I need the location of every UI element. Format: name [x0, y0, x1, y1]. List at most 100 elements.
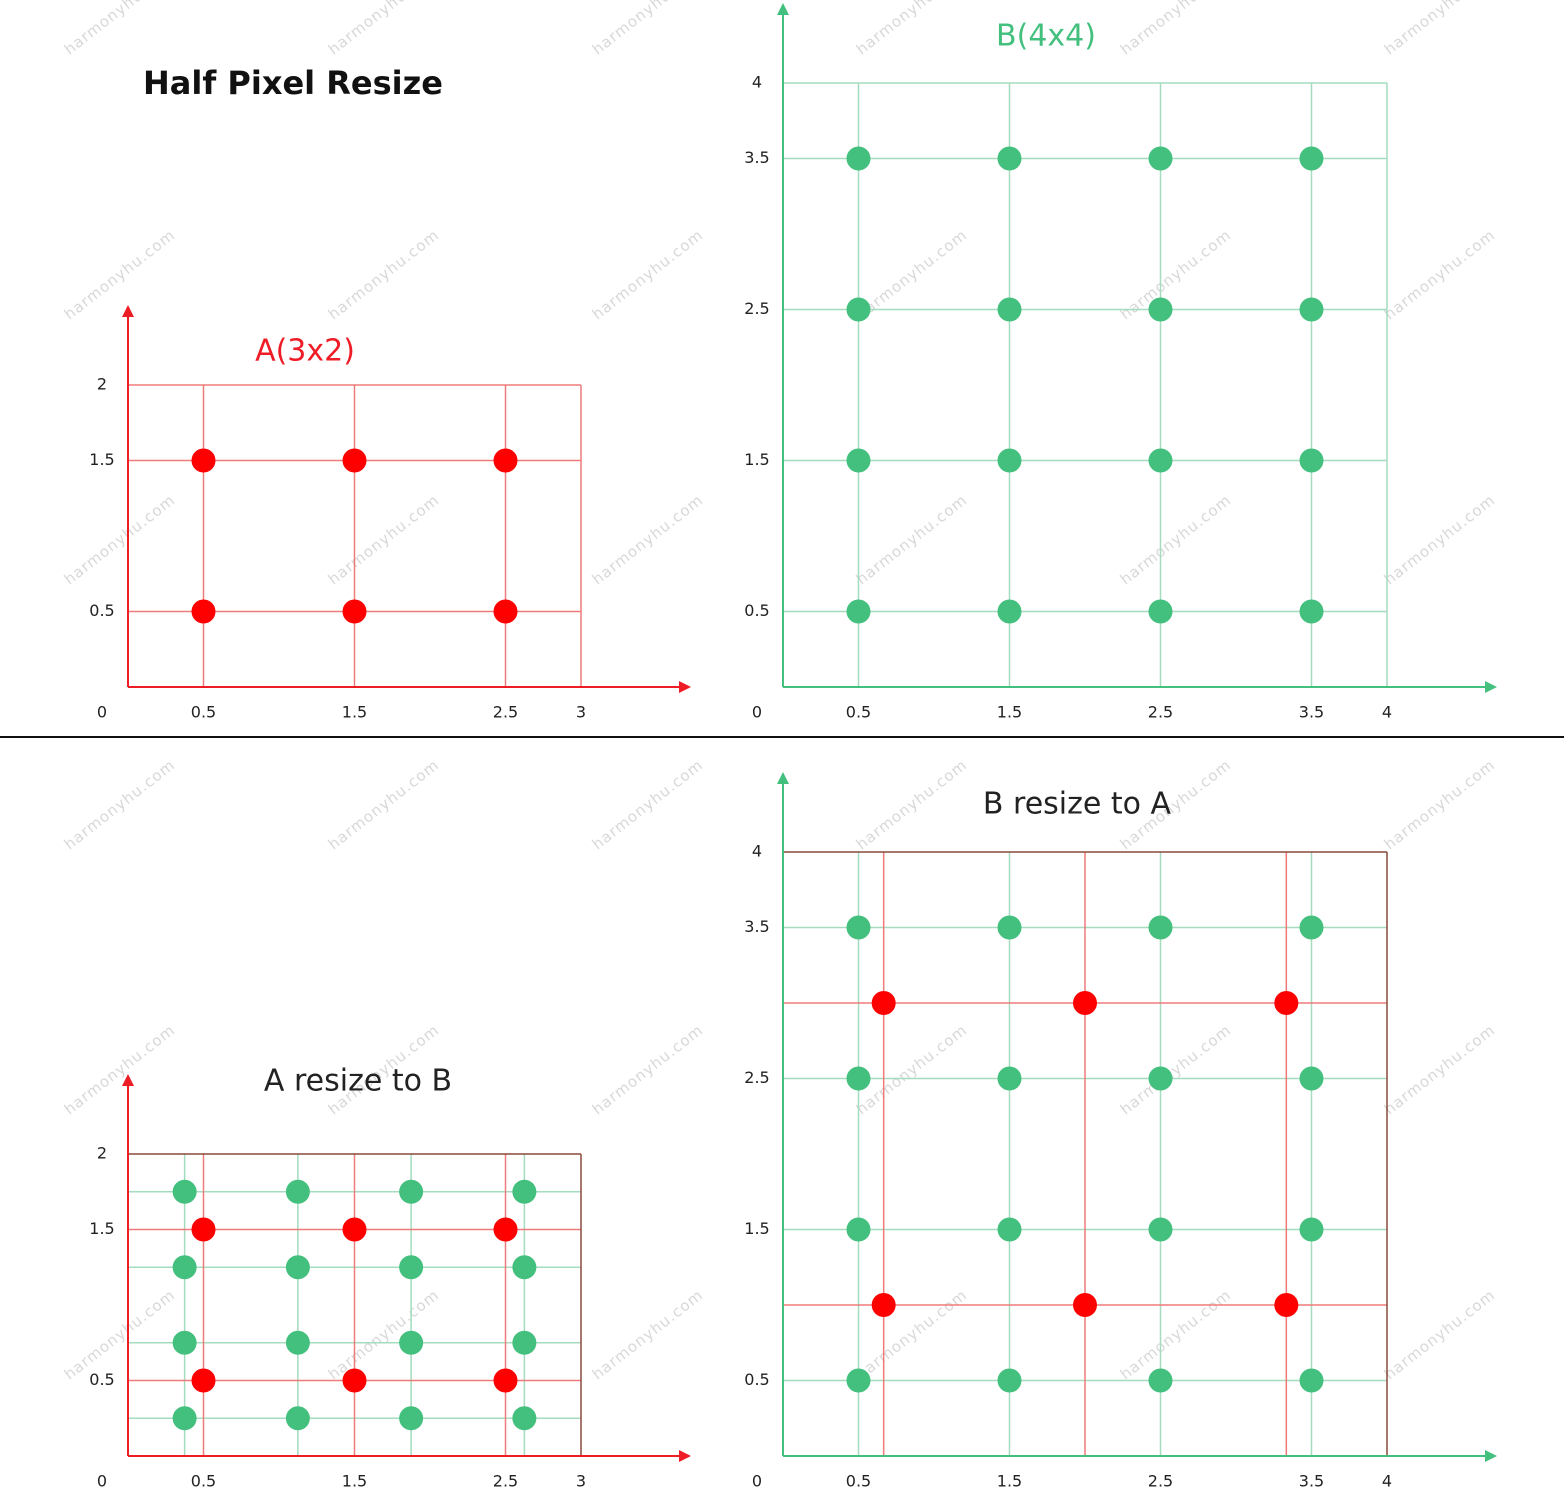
grid-point — [342, 448, 367, 473]
x-tick-label: 0 — [752, 703, 762, 722]
watermark: harmonyhu.com — [589, 1021, 707, 1119]
grid-point — [846, 1066, 871, 1091]
y-tick-label: 0.5 — [744, 601, 769, 620]
y-tick-label: 1.5 — [89, 450, 114, 469]
grid-point — [871, 1293, 896, 1317]
watermark: harmonyhu.com — [1381, 226, 1499, 324]
x-tick-label: 0.5 — [846, 703, 871, 722]
watermark: harmonyhu.com — [1381, 1021, 1499, 1119]
watermark: harmonyhu.com — [1117, 1286, 1235, 1384]
y-tick-label: 3.5 — [744, 917, 769, 936]
y-tick-label: 0.5 — [89, 601, 114, 620]
watermark: harmonyhu.com — [325, 0, 443, 58]
x-tick-label: 3.5 — [1299, 1472, 1324, 1491]
page-title: Half Pixel Resize — [143, 64, 443, 102]
grid-point — [846, 599, 871, 624]
watermark: harmonyhu.com — [325, 491, 443, 589]
panel-label: A resize to B — [264, 1064, 452, 1099]
grid-point — [172, 1255, 197, 1280]
grid-point — [191, 448, 216, 473]
grid-point — [285, 1255, 310, 1280]
grid-point — [1299, 599, 1324, 624]
grid-point — [1299, 1217, 1324, 1242]
grid-point — [493, 599, 518, 624]
grid-point — [172, 1179, 197, 1204]
x-axis-arrow — [1485, 681, 1497, 693]
y-tick-label: 1.5 — [89, 1219, 114, 1238]
grid-point — [1299, 297, 1324, 322]
watermarks: harmonyhu.com harmonyhu.com harmonyhu.com h… — [61, 0, 1499, 1383]
grid-point — [191, 599, 216, 624]
grid-point — [512, 1330, 537, 1355]
grid-point — [493, 1368, 518, 1393]
x-tick-label: 0.5 — [191, 703, 216, 722]
grid-point — [997, 599, 1022, 624]
x-tick-label: 1.5 — [342, 703, 367, 722]
grid-point — [846, 297, 871, 322]
watermark: harmonyhu.com — [61, 1021, 179, 1119]
watermark: harmonyhu.com — [589, 1286, 707, 1384]
grid-point — [1073, 1293, 1097, 1317]
watermark: harmonyhu.com — [61, 1286, 179, 1384]
watermark: harmonyhu.com — [325, 756, 443, 854]
x-tick-label: 0.5 — [846, 1472, 871, 1491]
watermark: harmonyhu.com — [589, 0, 707, 58]
x-tick-label: 2.5 — [493, 1472, 518, 1491]
grid-point — [342, 599, 367, 624]
y-tick-label: 4 — [752, 842, 762, 861]
grid-point — [997, 915, 1022, 940]
grid-point — [512, 1255, 537, 1280]
watermark: harmonyhu.com — [853, 491, 971, 589]
grid-point — [342, 1368, 367, 1393]
y-tick-label: 0.5 — [89, 1370, 114, 1389]
watermark: harmonyhu.com — [589, 756, 707, 854]
watermark: harmonyhu.com — [61, 226, 179, 324]
grid-point — [342, 1217, 367, 1242]
grid-point — [285, 1406, 310, 1431]
grid-point — [846, 146, 871, 171]
x-tick-label: 0 — [752, 1472, 762, 1491]
watermark: harmonyhu.com — [853, 1286, 971, 1384]
watermark: harmonyhu.com — [1381, 756, 1499, 854]
watermark: harmonyhu.com — [61, 756, 179, 854]
y-tick-label: 2 — [97, 1144, 107, 1163]
grid-point — [846, 1368, 871, 1393]
grid-point — [1274, 1293, 1299, 1317]
grid-point — [1299, 448, 1324, 473]
grid-point — [172, 1330, 197, 1355]
grid-point — [997, 448, 1022, 473]
grid-point — [1274, 991, 1299, 1015]
watermark: harmonyhu.com — [1381, 491, 1499, 589]
y-tick-label: 2.5 — [744, 1068, 769, 1087]
x-tick-label: 0.5 — [191, 1472, 216, 1491]
x-tick-label: 2.5 — [1148, 703, 1173, 722]
y-tick-label: 1.5 — [744, 450, 769, 469]
grid-point — [997, 297, 1022, 322]
grid-point — [1148, 915, 1173, 940]
grid-point — [1299, 146, 1324, 171]
grid-point — [285, 1330, 310, 1355]
y-tick-label: 4 — [752, 73, 762, 92]
grid-point — [1073, 991, 1097, 1015]
grid-point — [1299, 1368, 1324, 1393]
grid-point — [285, 1179, 310, 1204]
x-tick-label: 1.5 — [997, 1472, 1022, 1491]
watermark: harmonyhu.com — [1117, 491, 1235, 589]
watermark: harmonyhu.com — [61, 491, 179, 589]
y-tick-label: 3.5 — [744, 148, 769, 167]
grid-point — [997, 1217, 1022, 1242]
grid-point — [1299, 915, 1324, 940]
grid-point — [846, 1217, 871, 1242]
x-tick-label: 1.5 — [342, 1472, 367, 1491]
y-axis-arrow — [777, 3, 789, 15]
watermark: harmonyhu.com — [589, 226, 707, 324]
watermark: harmonyhu.com — [1381, 0, 1499, 58]
grid-point — [871, 991, 896, 1015]
y-tick-label: 2 — [97, 375, 107, 394]
grid-point — [997, 146, 1022, 171]
panel-label: A(3x2) — [255, 334, 355, 369]
watermark: harmonyhu.com — [589, 491, 707, 589]
watermark: harmonyhu.com — [61, 0, 179, 58]
x-tick-label: 0 — [97, 1472, 107, 1491]
watermark: harmonyhu.com — [853, 0, 971, 58]
